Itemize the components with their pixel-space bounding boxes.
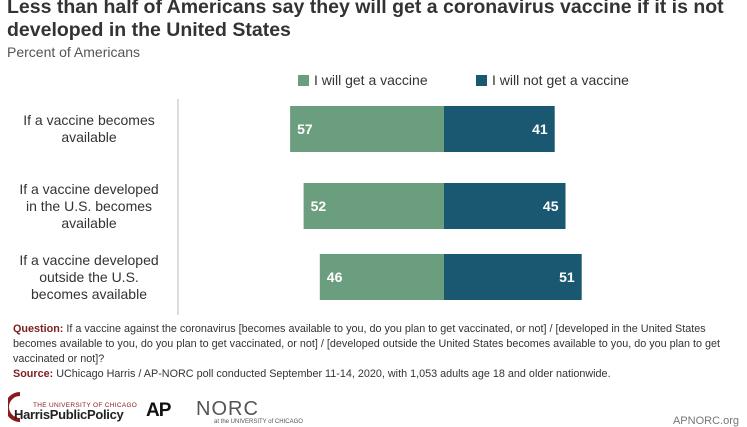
question-text: If a vaccine against the coronavirus [be… [13,323,721,365]
category-label-line: If a vaccine becomes [23,112,155,128]
footnote-question: Question: If a vaccine against the coron… [13,322,741,367]
legend-swatch-will-not [476,74,487,86]
data-label-will-not-1: 45 [543,198,559,214]
category-label-line: available [61,129,117,145]
category-label-0: If a vaccine becomes available [0,112,178,146]
category-label-line: in the U.S. becomes [25,197,153,214]
legend-label-will-not: I will not get a vaccine [492,72,629,88]
category-label-line: available [61,214,117,231]
bar-will-1 [303,183,444,229]
data-label-will-1: 52 [311,198,327,214]
category-label-line: If a vaccine developed [19,251,159,268]
harris-wordmark: HarrisPublicPolicy [14,407,124,422]
bar-will-2 [319,254,444,300]
apnorc-site: APNORC.org [672,415,739,427]
footnote-source: Source: UChicago Harris / AP-NORC poll c… [13,367,741,382]
bar-will-not-1 [444,183,566,229]
logo-strip: THE UNIVERSITY OF CHICAGO HarrisPublicPo… [0,392,747,427]
data-label-will-0: 57 [297,121,313,137]
source-text: UChicago Harris / AP-NORC poll conducted… [53,368,611,380]
legend-item-will: I will get a vaccine [298,72,428,88]
bar-will-0 [290,106,444,152]
bar-will-not-2 [444,254,582,300]
legend-swatch-will [298,74,309,86]
source-label: Source: [13,368,54,380]
uchicago-wordmark: THE UNIVERSITY OF CHICAGO [33,402,138,409]
bar-will-not-0 [444,106,555,152]
norc-logo: NORC [196,398,259,420]
legend-item-will-not: I will not get a vaccine [476,72,629,88]
chart-title: Less than half of Americans say they wil… [7,0,724,41]
data-label-will-not-0: 41 [532,121,548,137]
uchicago-shield-icon [8,392,21,422]
category-label-line: becomes available [31,285,147,302]
category-label-2: If a vaccine developed outside the U.S. be… [0,252,178,303]
category-label-line: If a vaccine developed [19,180,159,197]
data-label-will-not-2: 51 [559,269,575,285]
category-label-line: outside the U.S. [39,268,139,285]
legend-label-will: I will get a vaccine [314,72,428,88]
data-label-will-2: 46 [327,269,343,285]
chart-subtitle: Percent of Americans [7,44,141,60]
norc-subtitle: at the UNIVERSITY of CHICAGO [214,419,303,425]
ap-logo: AP [146,400,171,421]
category-label-1: If a vaccine developed in the U.S. become… [0,181,178,232]
diverging-bar-chart: 57 41 52 45 46 51 [177,99,582,315]
question-label: Question: [13,323,64,335]
